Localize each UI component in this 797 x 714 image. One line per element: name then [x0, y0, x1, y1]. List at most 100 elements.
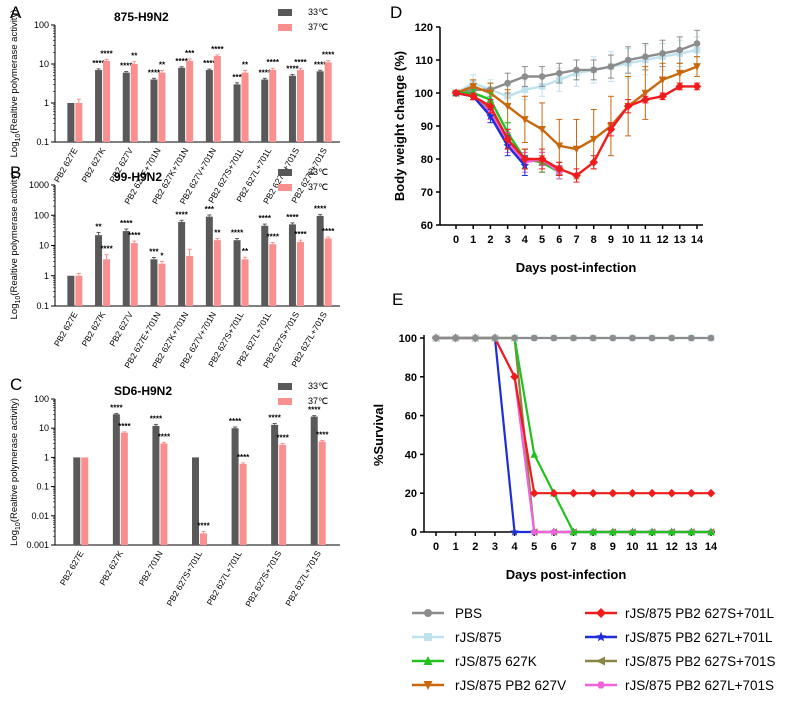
marker-triangle-up [648, 527, 656, 536]
marker-hexagon [597, 681, 605, 689]
y-tick-label: 1000 [29, 180, 49, 190]
bar-37c [130, 64, 138, 142]
bar-33c [178, 67, 186, 142]
marker-triangle-down [521, 116, 529, 124]
significance-stars: **** [237, 453, 250, 462]
x-tick-label: 12 [666, 541, 678, 553]
legend-label: 33℃ [308, 381, 328, 391]
bar-33c [310, 416, 318, 545]
category-label: PB2 627V [107, 310, 135, 348]
marker-circle [432, 334, 440, 342]
x-tick-label: 11 [640, 234, 652, 246]
legend-label: rJS/875 [455, 630, 502, 645]
marker-triangle-down [423, 681, 433, 690]
bar-37c [269, 244, 277, 306]
y-tick-label: 60 [405, 411, 417, 423]
significance-stars: ** [242, 247, 249, 256]
bar-33c [231, 428, 239, 545]
marker-triangle-up [707, 527, 715, 536]
significance-stars: *** [232, 73, 242, 82]
significance-stars: **** [128, 231, 141, 240]
legend-label: rJS/875 PB2 627S+701L [625, 606, 774, 621]
series-6 [432, 334, 715, 342]
significance-stars: **** [322, 227, 335, 236]
marker-circle [530, 334, 538, 342]
significance-stars: **** [286, 64, 299, 73]
y-tick-label: 120 [415, 22, 433, 34]
marker-circle [648, 334, 656, 342]
bar-37c [318, 441, 326, 545]
marker-diamond [667, 488, 677, 498]
x-tick-label: 4 [522, 234, 529, 246]
significance-stars: **** [294, 230, 307, 239]
bar-33c [205, 216, 213, 306]
y-tick-label: 10 [39, 59, 49, 69]
x-tick-label: 5 [531, 541, 537, 553]
marker-triangle-up [589, 527, 597, 536]
bar-33c [233, 84, 241, 142]
bar-33c [233, 240, 241, 306]
significance-stars: **** [259, 214, 272, 223]
y-tick-label: 0 [411, 527, 417, 539]
marker-diamond [692, 82, 702, 91]
chart-title: 99-H9N2 [114, 170, 162, 184]
series-line [436, 336, 711, 534]
y-label-main: Log [9, 142, 20, 158]
marker-star [510, 527, 519, 536]
category-label: PB2 627E [52, 310, 80, 348]
significance-stars: **** [229, 417, 242, 426]
significance-stars: **** [322, 51, 335, 60]
significance-stars: **** [150, 414, 163, 423]
series-2 [432, 335, 715, 535]
series-line [436, 336, 711, 534]
series-7 [451, 82, 702, 183]
marker-diamond [510, 372, 519, 382]
legend-label: rJS/875 PB2 627L+701L [625, 630, 773, 645]
significance-stars: **** [268, 413, 281, 422]
legend-label: rJS/875 627K [455, 654, 537, 669]
bar-37c [186, 255, 194, 306]
category-label: PB2 627E [52, 146, 80, 184]
panel-letter: A [10, 3, 22, 22]
x-tick-label: 9 [608, 234, 614, 246]
bar-33c [288, 224, 296, 306]
y-tick-label: 60 [421, 220, 433, 232]
marker-diamond [675, 82, 685, 91]
bar-33c [261, 225, 269, 306]
bar-37c [75, 275, 83, 306]
marker-square [424, 633, 432, 641]
significance-stars: **** [158, 432, 171, 441]
marker-circle [471, 334, 479, 342]
marker-circle [676, 46, 684, 54]
marker-diamond [596, 608, 606, 618]
x-axis-label: Days post-infection [506, 567, 627, 582]
y-label-main: Log [9, 530, 20, 546]
y-tick-label: 100 [399, 333, 417, 345]
x-tick-label: 14 [705, 541, 718, 553]
significance-stars: ** [131, 52, 138, 61]
significance-stars: **** [211, 45, 224, 54]
bar-33c [288, 75, 296, 142]
x-tick-label: 1 [470, 234, 476, 246]
category-label: PB2 627K [79, 310, 107, 348]
y-axis-label: Log10(Realtive polymerase activity) [9, 10, 22, 158]
x-tick-label: 6 [551, 541, 557, 553]
bar-33c [192, 457, 199, 545]
category-label: PB2 627E [58, 549, 86, 587]
marker-diamond [623, 101, 633, 111]
marker-circle [538, 73, 546, 80]
panel-c: C SD6-H9N20.0010.010.1110100Log10(Realtiv… [9, 375, 340, 609]
category-label: PB2 627K [97, 549, 125, 587]
marker-triangle-down [538, 126, 546, 134]
marker-circle [491, 334, 499, 342]
y-tick-label: 1 [44, 98, 49, 108]
marker-triangle-up [569, 527, 578, 536]
bar-33c [152, 425, 160, 545]
bar-37c [324, 62, 332, 143]
bar-37c [279, 444, 287, 545]
bar-33c [112, 414, 120, 545]
bar-33c [122, 231, 130, 306]
legend-swatch [278, 24, 292, 31]
bar-37c [241, 259, 249, 306]
